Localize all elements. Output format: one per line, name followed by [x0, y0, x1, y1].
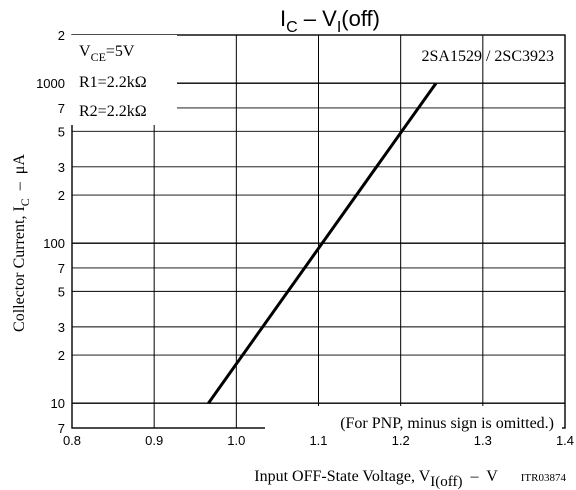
series-line [207, 82, 438, 405]
y-tick-labels: 7 10 2 3 5 7 100 2 3 5 7 1000 2 [36, 28, 65, 436]
y-tick-label: 5 [58, 284, 65, 299]
x-tick-label: 1.4 [556, 433, 574, 448]
y-tick-label: 3 [58, 160, 65, 175]
grid [72, 35, 565, 428]
condition-r2: R2=2.2kΩ [79, 103, 147, 120]
x-tick-label: 1.2 [392, 433, 410, 448]
y-tick-label: 7 [58, 421, 65, 436]
pnp-note: (For PNP, minus sign is omitted.) [340, 415, 554, 432]
x-tick-label: 1.3 [474, 433, 492, 448]
condition-r1: R1=2.2kΩ [79, 74, 147, 91]
y-tick-label: 2 [58, 188, 65, 203]
x-tick-labels: 0.8 0.9 1.0 1.1 1.2 1.3 1.4 [63, 433, 574, 448]
condition-vce: VCE=5V [79, 43, 135, 64]
x-tick-label: 0.9 [145, 433, 163, 448]
x-tick-label: 1.0 [227, 433, 245, 448]
y-tick-label: 10 [51, 396, 65, 411]
chart-title: IC – VI(off) [280, 6, 380, 36]
note-background [265, 406, 562, 434]
y-tick-label: 3 [58, 320, 65, 335]
y-tick-label: 7 [58, 261, 65, 276]
y-axis-label: Collector Current, IC – μA [11, 154, 32, 332]
y-tick-label: 1000 [36, 76, 65, 91]
figure-code: ITR03874 [521, 472, 567, 484]
y-tick-label: 2 [58, 28, 65, 43]
conditions-background [66, 35, 177, 125]
part-number: 2SA1529 / 2SC3923 [422, 48, 554, 65]
y-tick-label: 100 [43, 236, 65, 251]
x-tick-label: 0.8 [63, 433, 81, 448]
y-tick-label: 5 [58, 124, 65, 139]
x-tick-label: 1.1 [309, 433, 327, 448]
y-tick-label: 7 [58, 101, 65, 116]
y-tick-label: 2 [58, 348, 65, 363]
x-axis-label: Input OFF-State Voltage, VI(off) – V [254, 468, 498, 490]
